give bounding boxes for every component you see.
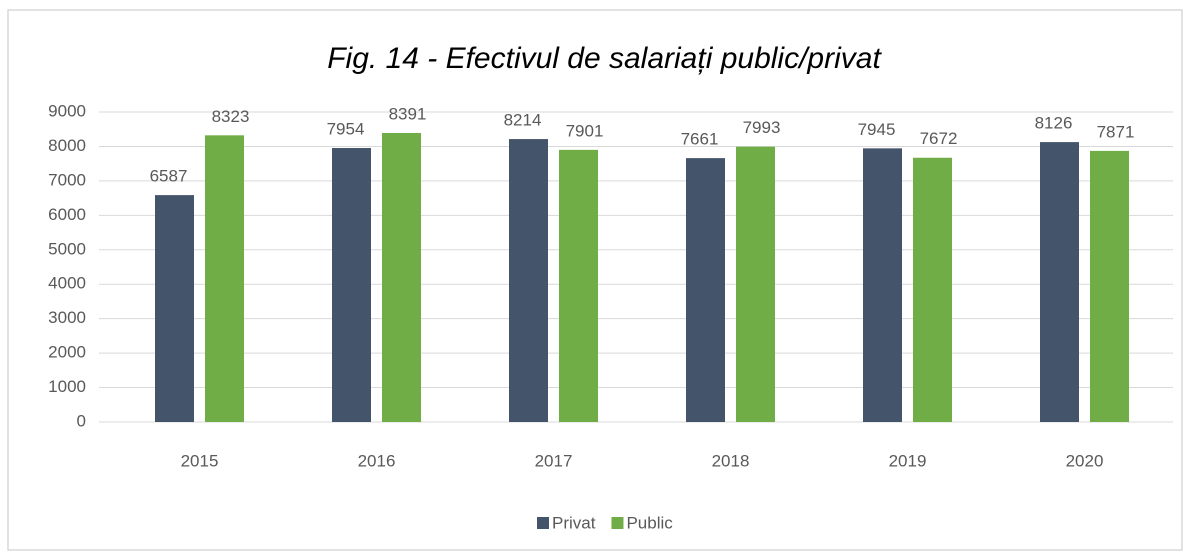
y-tick-label: 3000 [48,308,86,327]
y-tick-label: 2000 [48,343,86,362]
bar [1040,142,1079,423]
bar [913,157,952,422]
y-tick-label: 5000 [48,239,86,258]
data-label: 8323 [212,107,250,126]
data-label: 8391 [389,104,427,123]
bar [509,139,548,422]
y-tick-label: 1000 [48,377,86,396]
data-label: 7901 [566,121,604,140]
data-label: 6587 [150,167,188,186]
legend-label: Privat [552,513,596,532]
y-tick-label: 7000 [48,170,86,189]
bar [205,135,244,422]
data-label: 7661 [681,130,719,149]
x-tick-label: 2017 [535,451,573,470]
y-tick-label: 4000 [48,274,86,293]
bar [382,132,421,422]
data-label: 7672 [920,129,958,148]
chart-title: Fig. 14 - Efectivul de salariați public/… [327,42,882,75]
bar [736,146,775,423]
x-tick-label: 2020 [1066,451,1104,470]
legend-swatch [537,517,549,529]
data-label: 7954 [327,120,365,139]
bar [1090,150,1129,423]
bar [863,148,902,423]
data-label: 7993 [743,118,781,137]
y-tick-label: 0 [77,411,86,430]
x-tick-label: 2018 [712,451,750,470]
data-label: 8126 [1035,114,1073,133]
y-tick-label: 9000 [48,101,86,120]
bar [686,158,725,423]
bar [155,195,194,422]
data-label: 7871 [1097,122,1135,141]
data-label: 8214 [504,111,542,130]
data-label: 7945 [858,120,896,139]
legend-label: Public [626,513,673,532]
x-tick-label: 2015 [181,451,219,470]
legend-swatch [611,517,624,529]
bar [332,148,371,423]
y-tick-label: 8000 [48,136,86,155]
x-tick-label: 2016 [358,451,396,470]
x-tick-label: 2019 [889,451,927,470]
bar [559,149,598,423]
y-tick-label: 6000 [48,205,86,224]
